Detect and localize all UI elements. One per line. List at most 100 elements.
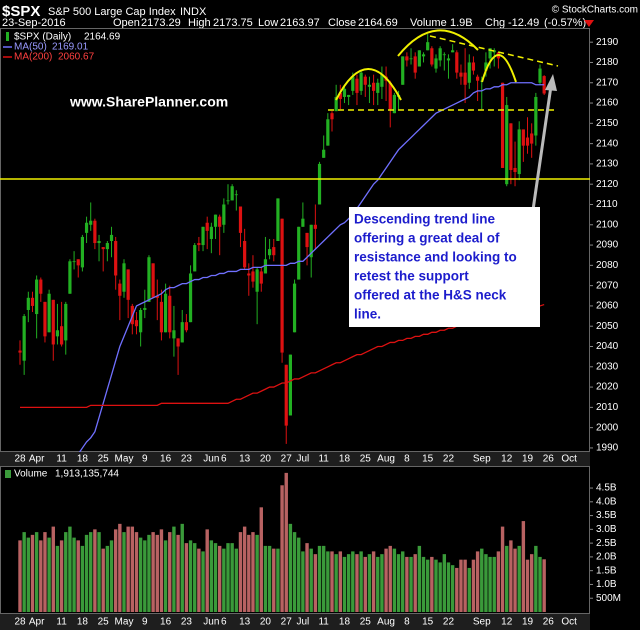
low-label: Low: [258, 17, 278, 29]
candle-body: [114, 241, 118, 276]
candle-body: [322, 149, 326, 158]
candle-body: [122, 263, 126, 292]
volume-bar: [222, 548, 226, 612]
index-name: S&P 500 Large Cap Index: [48, 6, 176, 18]
volume-bar: [505, 545, 509, 612]
volume-bar: [500, 526, 505, 612]
x-tick-label: 19: [522, 617, 534, 628]
legend-price-value: 2164.69: [84, 32, 121, 43]
candle-body: [534, 96, 538, 136]
volume-bar: [475, 551, 480, 612]
candle-body: [388, 82, 392, 110]
volume-bar: [247, 534, 251, 612]
volume-bar: [297, 537, 301, 612]
volume-bar: [43, 532, 47, 612]
volume-bar: [417, 545, 422, 612]
candle-body: [147, 257, 151, 302]
volume-bar: [388, 545, 392, 612]
volume-bar: [367, 554, 372, 612]
volume-bar: [380, 554, 384, 612]
volume-bar: [321, 545, 326, 612]
candle-body: [168, 295, 172, 333]
volume-bar: [122, 532, 126, 612]
volume-label: Volume: [410, 17, 447, 29]
arrow-head: [545, 74, 557, 91]
candle-body: [280, 218, 284, 353]
x-tick-label: 8: [404, 617, 410, 628]
candle-body: [459, 72, 463, 77]
candle-body: [421, 54, 426, 57]
candle-body: [155, 295, 159, 298]
legend-volume-name: Volume: [14, 469, 48, 480]
volume-bar: [359, 551, 363, 612]
candle-body: [463, 72, 467, 85]
note-line: resistance and looking to: [354, 250, 517, 265]
volume-bar: [513, 548, 517, 612]
x-tick-label: Sep: [473, 617, 491, 628]
date: 23-Sep-2016: [2, 17, 66, 29]
candle-body: [218, 216, 222, 227]
candle-body: [409, 58, 413, 60]
x-tick-label: 18: [339, 617, 351, 628]
volume-bar: [276, 548, 280, 612]
candle-body: [376, 82, 380, 93]
volume-bar: [242, 526, 247, 612]
x-tick-label: 16: [160, 454, 172, 465]
x-tick-label: Jun: [203, 617, 219, 628]
volume-bar: [230, 543, 234, 612]
volume-bar: [234, 548, 239, 612]
candle-body: [243, 241, 247, 268]
arrow-shaft: [531, 85, 553, 211]
candle-body: [64, 303, 68, 341]
candle-body: [521, 129, 525, 146]
candle-body: [226, 200, 230, 202]
candle-body: [172, 330, 176, 339]
candle-body: [288, 354, 292, 416]
x-tick-label: 20: [260, 454, 272, 465]
volume-bar: [159, 529, 164, 612]
volume-bar: [384, 548, 388, 612]
volume-bar: [292, 532, 297, 612]
volume-bar: [163, 540, 168, 612]
y-tick-label: 2170: [596, 77, 619, 88]
candle-body: [43, 301, 47, 337]
candle-body: [180, 322, 184, 343]
x-tick-label: 19: [522, 454, 534, 465]
volume-bar: [176, 534, 180, 612]
volume-bar: [480, 548, 484, 612]
candle-body: [492, 50, 496, 53]
x-tick-label: Apr: [29, 454, 45, 465]
x-tick-label: 28: [14, 454, 26, 465]
volume-bar: [184, 543, 189, 612]
volume-bar: [534, 545, 538, 612]
volume-bar: [105, 545, 110, 612]
candle-body: [326, 119, 330, 146]
volume-bar: [64, 532, 68, 612]
volume-bar: [259, 507, 263, 612]
y-tick-label: 2090: [596, 240, 619, 251]
volume-bar: [109, 540, 114, 612]
volume-bar: [425, 559, 430, 612]
date-strip-bottom: [0, 614, 590, 630]
volume-bar: [84, 534, 89, 612]
y-tick-label: 1.5B: [596, 565, 617, 576]
candle-body: [101, 247, 105, 250]
candle-body: [342, 88, 347, 97]
x-tick-label: 16: [160, 617, 172, 628]
volume-bar: [193, 543, 197, 612]
candle-body: [347, 94, 351, 97]
volume-bar: [72, 537, 76, 612]
legend-ma200-value: 2060.67: [58, 52, 95, 63]
candle-body: [301, 218, 305, 227]
volume-bar: [430, 556, 434, 612]
high-value: 2173.75: [213, 17, 253, 29]
x-tick-label: 18: [77, 454, 89, 465]
y-tick-label: 1.0B: [596, 579, 617, 590]
x-tick-label: Jul: [296, 617, 309, 628]
volume-bar: [59, 540, 64, 612]
close-label: Close: [328, 17, 356, 29]
volume-bar: [51, 526, 55, 612]
candle-body: [338, 92, 342, 99]
candle-body: [251, 271, 255, 282]
